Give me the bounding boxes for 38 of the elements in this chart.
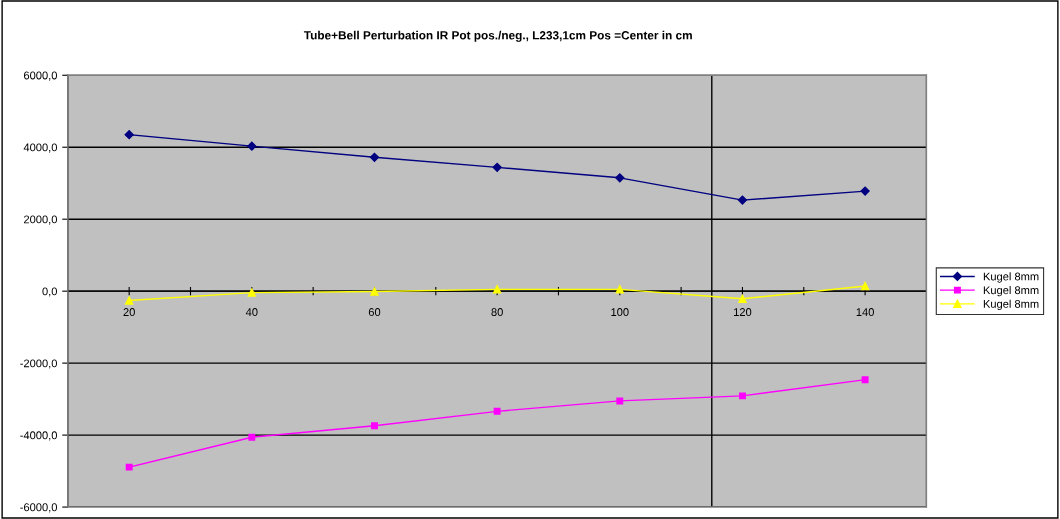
point — [860, 281, 870, 291]
point — [860, 186, 870, 196]
x-tick-label: 40 — [245, 308, 258, 316]
y-tick-label: -2000,0 — [20, 359, 57, 369]
y-tick-label: 6000,0 — [24, 71, 57, 81]
y-tick-label: -4000,0 — [20, 431, 57, 441]
chart-title: Tube+Bell Perturbation IR Pot pos./neg., L233,1cm Pos =Center in cm — [303, 30, 692, 42]
point — [738, 294, 747, 303]
point — [493, 407, 501, 415]
point — [248, 433, 256, 441]
point — [247, 288, 256, 297]
x-tick-label: 120 — [734, 308, 752, 316]
point — [737, 195, 748, 205]
legend-label: Kugel 8mm — [983, 285, 1039, 297]
y-tick-label: 2000,0 — [24, 215, 57, 225]
y-tick-label: -6000,0 — [20, 503, 57, 513]
point — [369, 152, 380, 162]
point — [615, 173, 625, 183]
point — [492, 162, 502, 172]
x-tick-label: 60 — [368, 308, 381, 316]
y-tick-label: 0,0 — [42, 287, 57, 297]
point — [371, 422, 378, 430]
y-tick-label: 4000,0 — [23, 143, 57, 153]
point — [124, 130, 134, 140]
legend-label: Kugel 8mm — [983, 299, 1039, 311]
point — [615, 285, 624, 294]
point — [616, 397, 624, 405]
point — [125, 463, 133, 471]
x-tick-label: 140 — [856, 308, 874, 316]
x-tick-label: 100 — [611, 308, 629, 316]
point — [492, 285, 502, 294]
legend-label: Kugel 8mm — [983, 272, 1039, 283]
point — [247, 141, 257, 151]
x-tick-label: 80 — [491, 308, 503, 316]
x-tick-label: 20 — [123, 308, 135, 316]
point — [125, 296, 134, 305]
point — [738, 392, 746, 400]
point — [861, 376, 869, 384]
